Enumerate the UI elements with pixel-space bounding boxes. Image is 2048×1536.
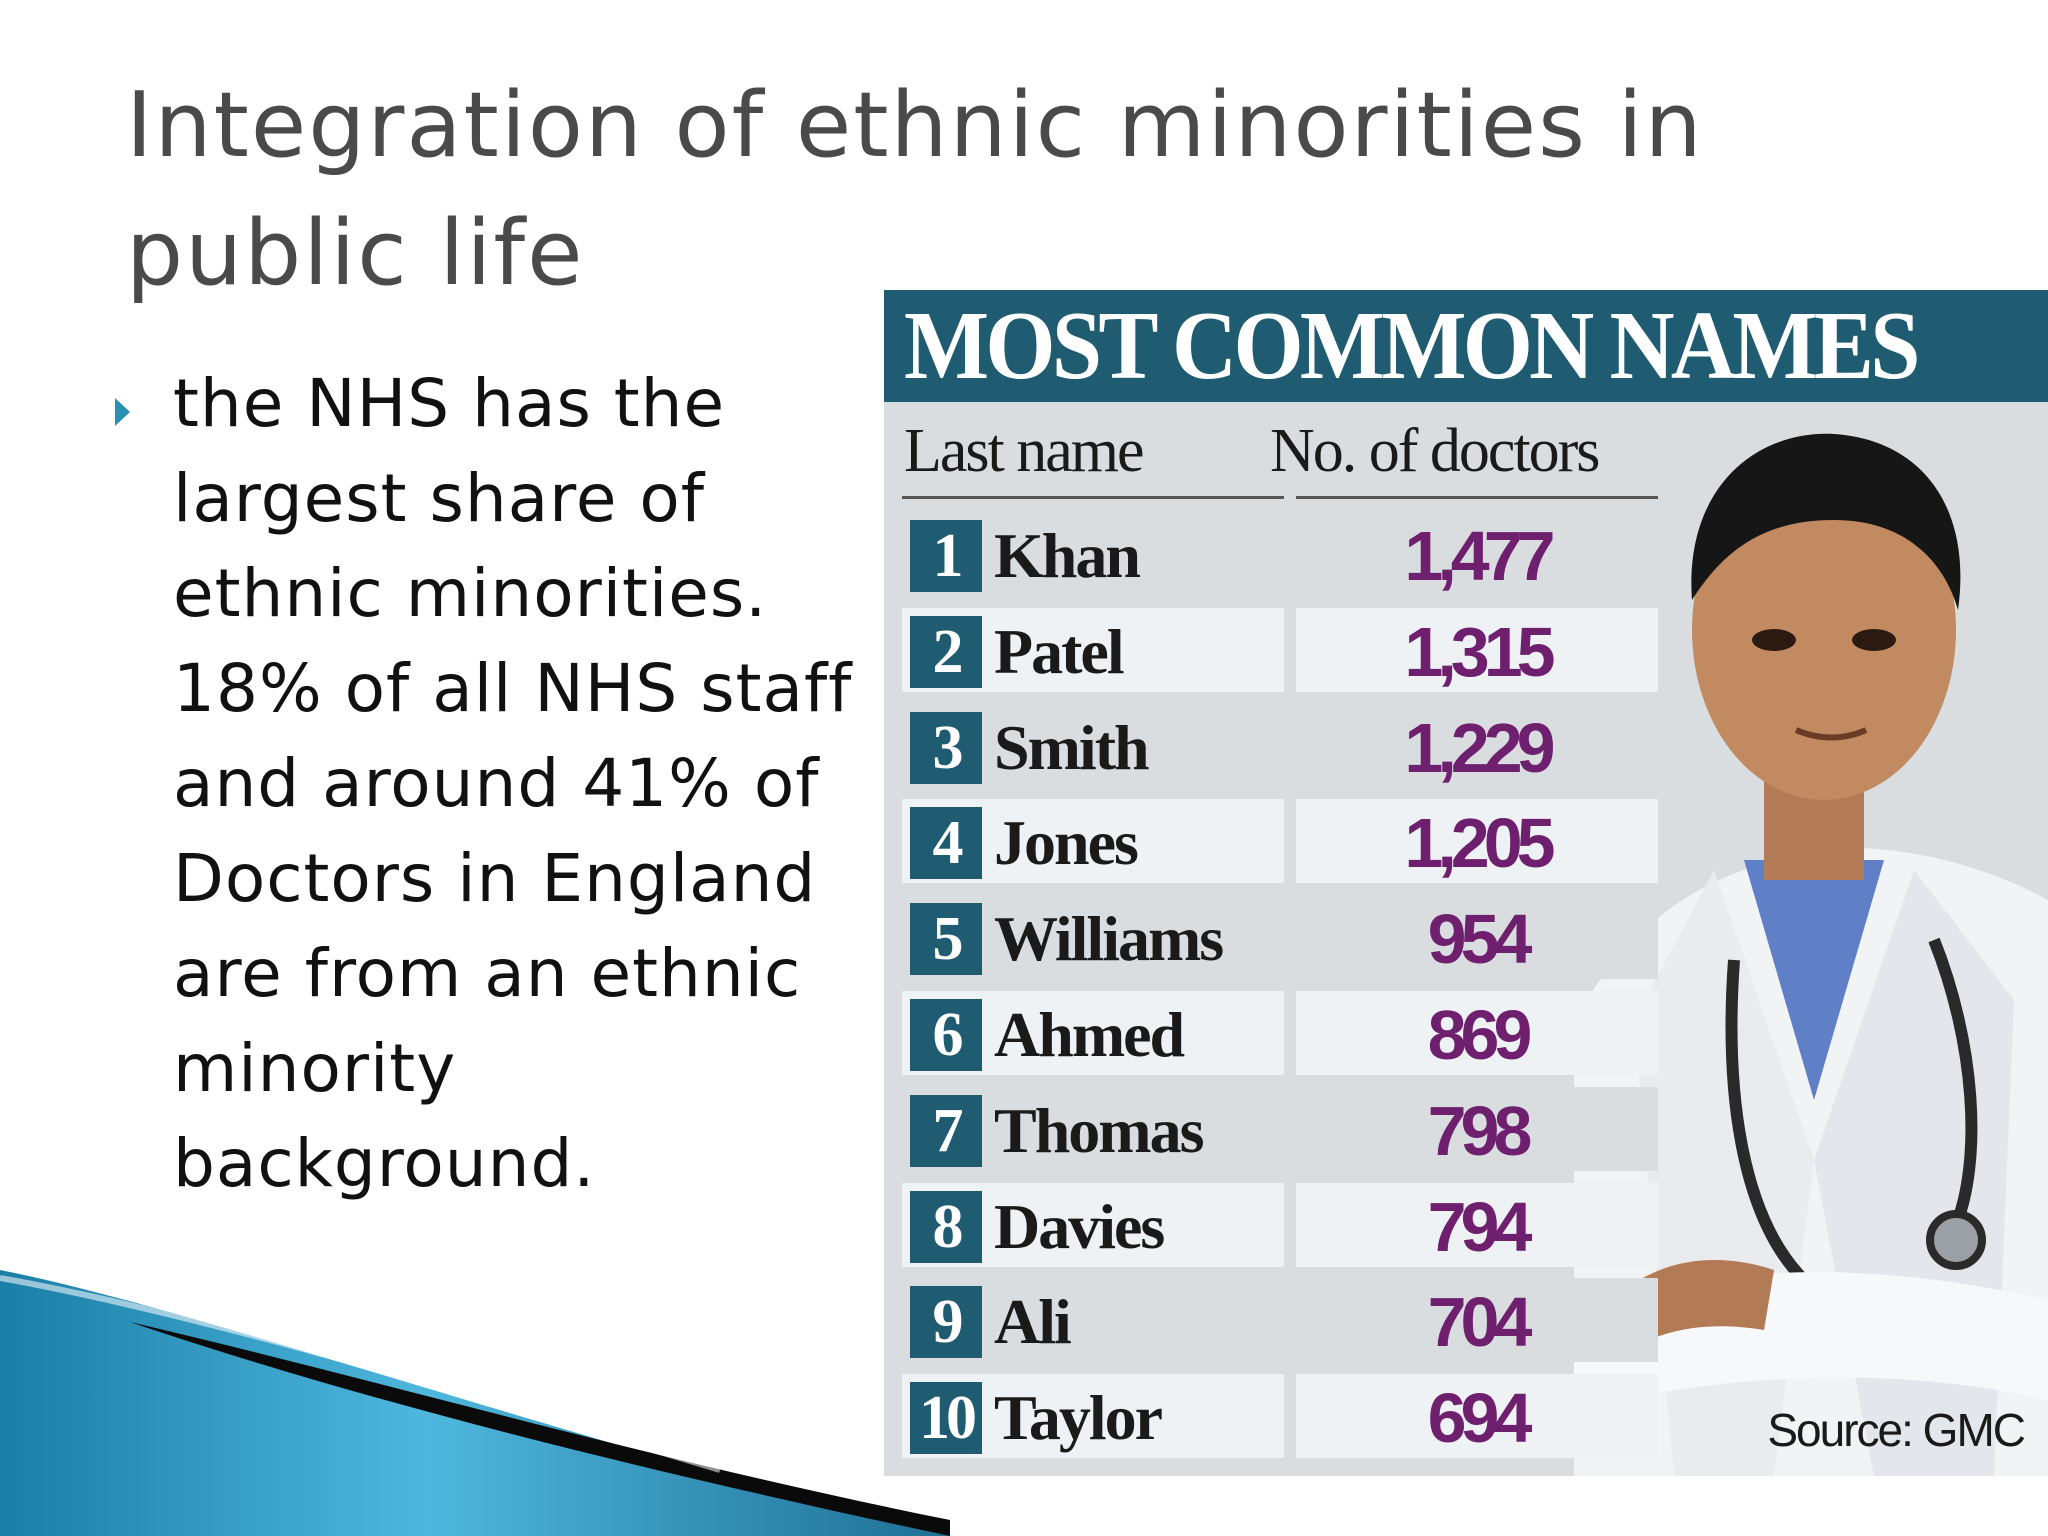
rank-badge: 2 — [910, 615, 982, 688]
last-name: Williams — [994, 903, 1224, 975]
triangle-right-icon — [115, 398, 130, 426]
rank-badge: 4 — [910, 807, 982, 880]
row-count-cell — [1296, 991, 1658, 1075]
rank-badge: 6 — [910, 999, 982, 1071]
column-header-last-name: Last name — [904, 417, 1145, 485]
last-name: Patel — [994, 615, 1125, 687]
doctor-count: 1,315 — [1404, 612, 1555, 691]
doctor-count: 869 — [1427, 996, 1533, 1074]
last-name: Thomas — [994, 1094, 1204, 1166]
rank-badge: 10 — [910, 1382, 982, 1455]
table-row: 6 Ahmed 869 — [902, 991, 1912, 1075]
column-rule-count — [1296, 496, 1658, 499]
rank-badge: 7 — [910, 1094, 982, 1167]
last-name: Ahmed — [994, 999, 1185, 1070]
rank-badge: 8 — [910, 1190, 982, 1263]
doctor-count: 798 — [1427, 1091, 1533, 1170]
decorative-swoosh — [0, 1270, 950, 1536]
table-row: 7 Thomas 798 — [902, 1086, 1912, 1171]
bullet-text: the NHS has the largest share of ethnic … — [173, 365, 853, 1202]
row-count-cell — [1296, 1278, 1658, 1363]
table-row: 1 Khan 1,477 — [902, 512, 1912, 596]
last-name: Khan — [994, 520, 1141, 591]
rank-badge: 1 — [910, 520, 982, 592]
infographic-heading: MOST COMMON NAMES — [904, 292, 1920, 400]
most-common-names-infographic: MOST COMMON NAMES Last name No. of docto… — [884, 290, 2048, 1476]
last-name: Ali — [994, 1286, 1072, 1358]
last-name: Davies — [994, 1190, 1165, 1262]
last-name: Taylor — [994, 1382, 1163, 1454]
row-count-cell — [1296, 703, 1658, 788]
doctor-count: 1,229 — [1404, 708, 1555, 787]
row-count-cell — [1296, 1182, 1658, 1267]
table-row: 9 Ali 704 — [902, 1278, 1912, 1363]
row-count-cell — [1296, 607, 1658, 692]
doctor-count: 1,205 — [1404, 804, 1555, 883]
source-label: Source: GMC — [1767, 1404, 2026, 1456]
doctor-count: 694 — [1427, 1379, 1533, 1458]
rank-badge: 5 — [910, 903, 982, 976]
doctor-count: 954 — [1427, 900, 1533, 979]
table-row: 8 Davies 794 — [902, 1182, 1912, 1267]
slide-title: Integration of ethnic minorities in publ… — [126, 73, 1704, 306]
row-count-cell — [1296, 799, 1658, 884]
table-row: 10 Taylor 694 — [902, 1374, 1912, 1459]
table-row: 4 Jones 1,205 — [902, 799, 1912, 884]
doctor-count: 794 — [1427, 1187, 1533, 1266]
last-name: Smith — [994, 711, 1150, 783]
row-count-cell — [1296, 895, 1658, 980]
rank-badge: 3 — [910, 711, 982, 784]
infographic-header: MOST COMMON NAMES — [884, 290, 2048, 402]
column-header-no-of-doctors: No. of doctors — [1270, 417, 1600, 485]
last-name: Jones — [994, 807, 1139, 879]
doctor-portrait-illustration — [1574, 433, 2048, 1476]
doctor-count: 704 — [1427, 1283, 1533, 1362]
row-count-cell — [1296, 1374, 1658, 1459]
row-count-cell — [1296, 1086, 1658, 1171]
column-rule-name — [902, 496, 1284, 499]
table-row: 2 Patel 1,315 — [902, 607, 1912, 692]
doctor-count: 1,477 — [1404, 517, 1555, 595]
table-row: 3 Smith 1,229 — [902, 703, 1912, 788]
row-count-cell — [1296, 512, 1658, 596]
rank-badge: 9 — [910, 1286, 982, 1359]
table-row: 5 Williams 954 — [902, 895, 1912, 980]
